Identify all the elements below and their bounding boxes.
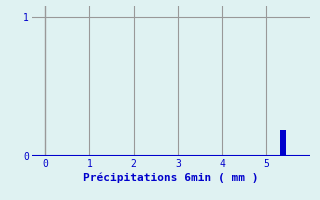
X-axis label: Précipitations 6min ( mm ): Précipitations 6min ( mm )	[84, 173, 259, 183]
Bar	[280, 130, 286, 156]
